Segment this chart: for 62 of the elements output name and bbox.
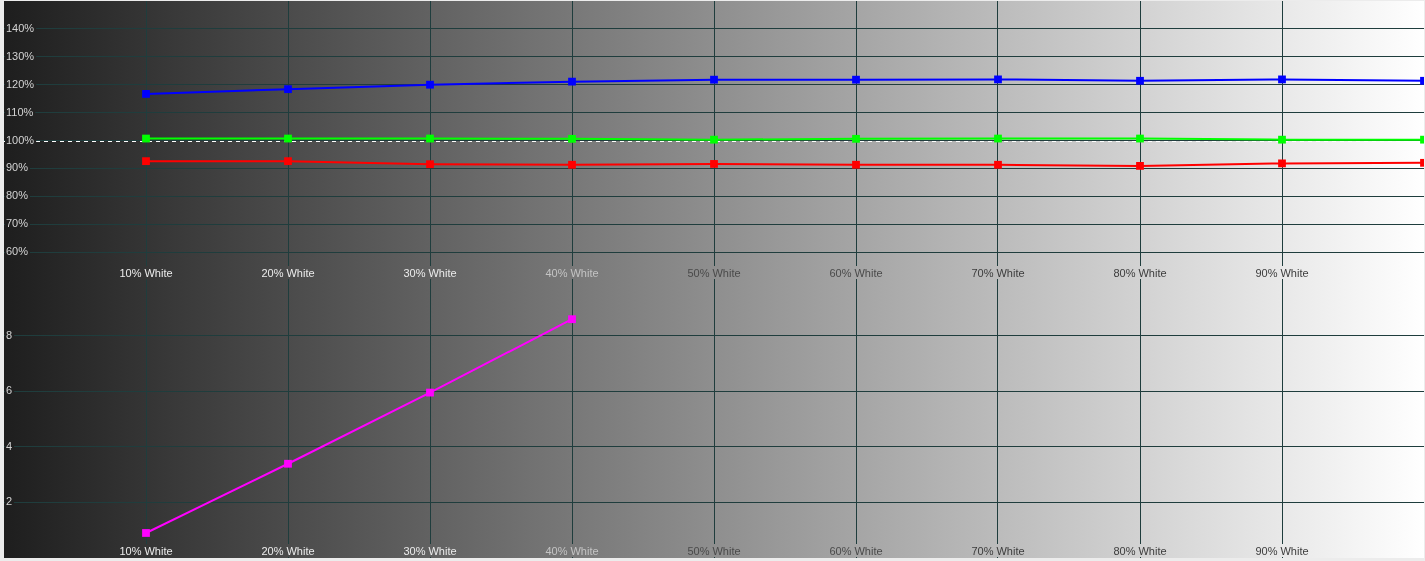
x-tick-label: 40% White xyxy=(545,544,599,557)
y-tick-label: 2 xyxy=(6,495,13,508)
point xyxy=(142,529,150,537)
x-tick-label: 90% White xyxy=(1255,544,1309,557)
point xyxy=(426,388,434,397)
point xyxy=(1278,159,1286,168)
point xyxy=(426,80,434,89)
point xyxy=(568,160,576,169)
point xyxy=(710,75,718,84)
point xyxy=(1136,76,1144,85)
x-tick-label: 80% White xyxy=(1113,544,1167,557)
y-tick-label: 140% xyxy=(6,21,35,34)
y-tick-label: 130% xyxy=(6,49,35,62)
point xyxy=(1278,135,1286,144)
point xyxy=(994,134,1002,143)
point xyxy=(568,315,576,324)
x-tick-label: 40% White xyxy=(545,266,599,279)
x-tick-label: 80% White xyxy=(1113,266,1167,279)
y-tick-label: 60% xyxy=(6,245,29,258)
point xyxy=(142,90,150,98)
x-tick-label: 50% White xyxy=(687,544,741,557)
point xyxy=(284,157,292,166)
point xyxy=(568,77,576,86)
y-tick-label: 110% xyxy=(6,105,34,118)
point xyxy=(710,135,718,144)
point xyxy=(852,75,860,84)
x-tick-label: 30% White xyxy=(403,266,457,279)
x-tick-label: 60% White xyxy=(829,544,883,557)
point xyxy=(426,160,434,169)
x-tick-label: 10% White xyxy=(119,266,173,279)
y-tick-label: 70% xyxy=(6,217,29,230)
point xyxy=(142,157,150,166)
y-tick-label: 100% xyxy=(6,133,35,146)
y-tick-label: 120% xyxy=(6,77,35,90)
point xyxy=(284,134,292,143)
point xyxy=(994,75,1002,84)
point xyxy=(994,160,1002,169)
point xyxy=(568,134,576,143)
point xyxy=(284,85,292,94)
point xyxy=(142,134,150,143)
x-tick-label: 90% White xyxy=(1255,266,1309,279)
x-tick-label: 30% White xyxy=(403,544,457,557)
point xyxy=(852,160,860,169)
x-tick-label: 20% White xyxy=(261,266,315,279)
point xyxy=(1136,134,1144,143)
point xyxy=(1278,75,1286,84)
x-tick-label: 60% White xyxy=(829,266,883,279)
point xyxy=(852,134,860,143)
x-tick-label: 20% White xyxy=(261,544,315,557)
y-tick-label: 80% xyxy=(6,189,29,202)
point xyxy=(284,459,292,468)
y-tick-label: 4 xyxy=(6,439,13,452)
y-tick-label: 8 xyxy=(6,328,13,341)
point xyxy=(426,134,434,143)
x-tick-label: 10% White xyxy=(119,544,173,557)
x-tick-label: 50% White xyxy=(687,266,741,279)
y-tick-label: 6 xyxy=(6,384,13,397)
point xyxy=(710,160,718,168)
x-tick-label: 70% White xyxy=(971,544,1025,557)
x-tick-label: 70% White xyxy=(971,266,1025,279)
y-tick-label: 90% xyxy=(6,161,29,174)
point xyxy=(1136,162,1144,170)
